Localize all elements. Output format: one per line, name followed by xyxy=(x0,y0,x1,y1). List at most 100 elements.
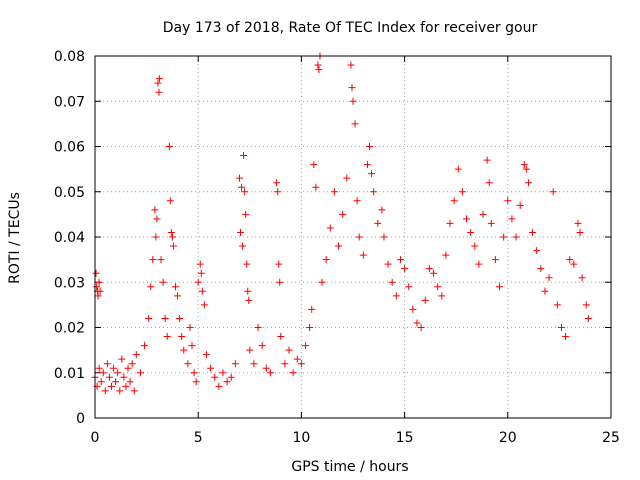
data-point xyxy=(151,206,159,214)
data-point xyxy=(190,369,198,377)
data-point xyxy=(562,333,570,341)
data-point xyxy=(314,61,322,69)
data-point xyxy=(434,283,442,291)
x-tick-label: 25 xyxy=(602,430,620,446)
data-point xyxy=(141,342,149,350)
data-point xyxy=(266,369,274,377)
data-point xyxy=(491,256,499,264)
y-tick-label: 0.08 xyxy=(54,49,85,65)
data-point xyxy=(157,256,165,264)
y-tick-label: 0.03 xyxy=(54,275,85,291)
data-point xyxy=(166,197,174,205)
data-point xyxy=(582,301,590,309)
data-point xyxy=(118,355,126,363)
data-point xyxy=(169,242,177,250)
data-point xyxy=(297,360,305,368)
data-point xyxy=(168,233,176,241)
data-point xyxy=(153,215,161,223)
data-point xyxy=(302,342,310,350)
data-point xyxy=(335,242,343,250)
y-tick-label: 0.04 xyxy=(54,230,85,246)
y-tick-label: 0 xyxy=(76,411,85,427)
data-point xyxy=(553,301,561,309)
data-point xyxy=(184,360,192,368)
data-point xyxy=(359,251,367,259)
data-point xyxy=(207,364,215,372)
data-point xyxy=(124,364,132,372)
data-point xyxy=(409,305,417,313)
data-point xyxy=(243,260,251,268)
data-point xyxy=(132,351,140,359)
data-point xyxy=(471,242,479,250)
data-point xyxy=(380,233,388,241)
data-point xyxy=(315,66,323,74)
data-point xyxy=(326,224,334,232)
data-point xyxy=(318,278,326,286)
data-point xyxy=(533,247,541,255)
data-point xyxy=(110,364,118,372)
data-point xyxy=(463,215,471,223)
y-tick-label: 0.05 xyxy=(54,185,85,201)
data-point xyxy=(171,283,179,291)
x-tick-label: 5 xyxy=(194,430,203,446)
data-point xyxy=(122,382,130,390)
data-point xyxy=(512,233,520,241)
data-point xyxy=(285,346,293,354)
data-point xyxy=(405,283,413,291)
data-point xyxy=(467,228,475,236)
data-point xyxy=(522,165,530,173)
data-point xyxy=(93,283,101,291)
data-point xyxy=(500,233,508,241)
x-tick-label: 10 xyxy=(292,430,310,446)
data-point xyxy=(274,188,282,196)
x-tick-label: 0 xyxy=(91,430,100,446)
data-point xyxy=(186,324,194,331)
y-tick-label: 0.01 xyxy=(54,366,85,382)
data-point xyxy=(174,292,182,300)
y-tick-label: 0.02 xyxy=(54,321,85,337)
data-point xyxy=(574,219,582,227)
axis-ticks: 0 5 10 15 20 25 0 0.01 0.02 0.03 0.04 0.05 0.06 0.07 0… xyxy=(54,49,620,446)
data-point xyxy=(370,188,378,196)
data-point xyxy=(245,296,253,304)
data-point xyxy=(504,197,512,205)
data-point xyxy=(479,210,487,218)
data-point xyxy=(312,183,320,191)
data-point xyxy=(308,305,316,313)
data-point xyxy=(92,269,100,277)
data-point xyxy=(159,278,167,286)
data-point xyxy=(438,292,446,300)
data-point xyxy=(570,260,578,268)
data-point xyxy=(239,242,247,250)
data-point xyxy=(366,143,374,150)
data-point xyxy=(566,256,574,264)
data-point xyxy=(576,228,584,236)
data-point xyxy=(194,278,202,286)
data-point xyxy=(116,387,124,395)
data-point xyxy=(96,287,104,295)
data-point xyxy=(223,378,231,386)
data-point xyxy=(475,260,483,268)
data-point xyxy=(557,324,565,331)
data-point xyxy=(417,324,425,331)
data-point xyxy=(378,206,386,214)
chart-title: Day 173 of 2018, Rate Of TEC Index for r… xyxy=(163,20,538,36)
data-point xyxy=(154,79,162,87)
data-point xyxy=(176,314,184,322)
plot-frame xyxy=(94,55,612,419)
data-point xyxy=(273,179,281,187)
data-point xyxy=(520,161,528,169)
data-point xyxy=(165,143,173,150)
data-point xyxy=(293,355,301,363)
data-point xyxy=(95,278,103,286)
data-point xyxy=(152,233,160,241)
data-point xyxy=(541,287,549,295)
data-point xyxy=(114,369,122,377)
x-axis-label: GPS time / hours xyxy=(291,459,408,475)
data-point xyxy=(250,360,258,368)
data-point xyxy=(188,342,196,350)
y-tick-label: 0.07 xyxy=(54,94,85,110)
x-tick-label: 20 xyxy=(499,430,517,446)
data-point xyxy=(155,88,163,96)
data-point xyxy=(240,152,248,160)
